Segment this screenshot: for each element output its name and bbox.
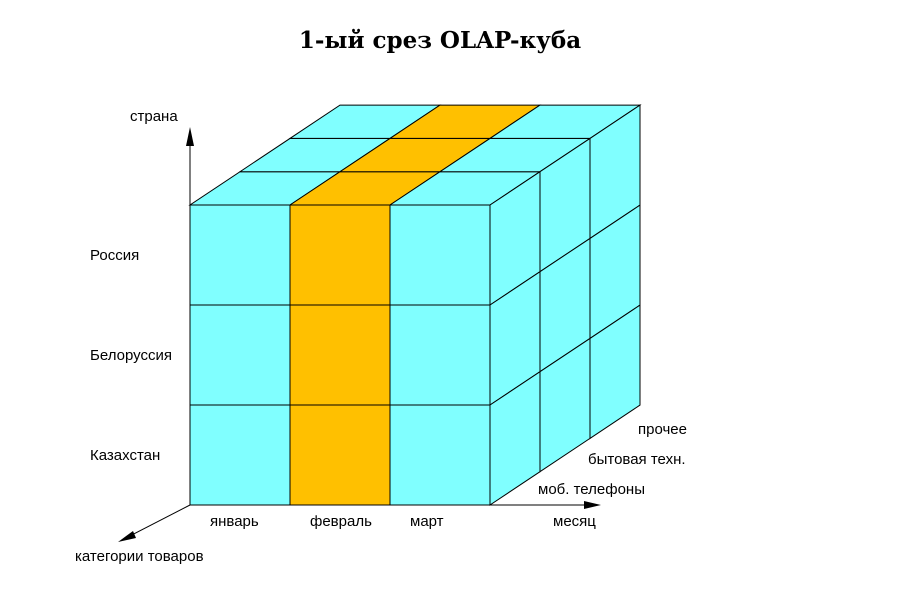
country-label: Казахстан bbox=[90, 447, 160, 464]
side-cell bbox=[589, 304, 641, 440]
month-label: март bbox=[410, 513, 444, 530]
category-label: бытовая техн. bbox=[588, 451, 686, 468]
country-axis-arrow-icon bbox=[186, 127, 194, 146]
category-axis-arrow-icon bbox=[118, 531, 136, 542]
front-cell bbox=[189, 304, 291, 406]
month-axis-label: месяц bbox=[553, 513, 596, 530]
front-cell bbox=[389, 404, 491, 506]
country-label: Белоруссия bbox=[90, 347, 172, 364]
front-cell bbox=[389, 204, 491, 306]
month-label: февраль bbox=[310, 513, 372, 530]
dimension-labels: Россия Белоруссия Казахстан январь февраль ма… bbox=[90, 247, 687, 530]
category-axis-label: категории товаров bbox=[75, 548, 204, 565]
front-cell bbox=[289, 404, 391, 506]
diagram-title: 1-ый срез OLAP-куба bbox=[299, 27, 581, 54]
olap-cube bbox=[188, 104, 642, 506]
front-cell bbox=[289, 304, 391, 406]
month-label: январь bbox=[210, 513, 259, 530]
front-cell bbox=[389, 304, 491, 406]
front-cell bbox=[289, 204, 391, 306]
front-cell bbox=[189, 204, 291, 306]
front-cell bbox=[189, 404, 291, 506]
country-label: Россия bbox=[90, 247, 139, 264]
country-axis-label: страна bbox=[130, 108, 178, 125]
month-axis-arrow-icon bbox=[584, 501, 601, 509]
category-label: моб. телефоны bbox=[538, 481, 645, 498]
category-label: прочее bbox=[638, 421, 687, 438]
